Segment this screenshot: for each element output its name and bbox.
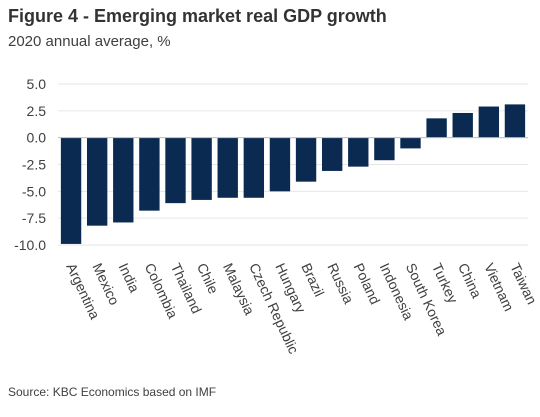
source-note: Source: KBC Economics based on IMF <box>8 385 217 399</box>
bar-south-korea <box>400 137 421 149</box>
bar-chile <box>191 137 212 200</box>
chart-subtitle: 2020 annual average, % <box>8 33 171 50</box>
category-labels: ArgentinaMexicoIndiaColombiaThailandChil… <box>63 261 540 357</box>
category-label: India <box>116 261 143 295</box>
bar-hungary <box>269 137 291 192</box>
bar-thailand <box>165 137 186 204</box>
category-label: Chile <box>194 261 222 297</box>
bar-india <box>113 137 134 223</box>
bar-brazil <box>295 137 317 182</box>
bars <box>60 104 526 244</box>
y-axis-ticks: 5.0 2.5 0.0 -2.5 -5.0 -7.5 -10.0 <box>14 76 46 253</box>
bar-vietnam <box>478 106 500 138</box>
bar-china <box>452 112 473 138</box>
bar-czech-republic <box>243 137 265 198</box>
chart-title: Figure 4 - Emerging market real GDP grow… <box>8 6 387 26</box>
y-tick-label: -7.5 <box>22 210 46 226</box>
y-tick-label: -10.0 <box>14 237 46 253</box>
y-tick-label: 5.0 <box>27 76 47 92</box>
bar-mexico <box>86 137 108 226</box>
bar-argentina <box>60 137 82 244</box>
bar-turkey <box>426 118 447 138</box>
y-tick-label: 0.0 <box>27 130 47 146</box>
bar-russia <box>321 137 343 171</box>
y-tick-label: -5.0 <box>22 183 46 199</box>
bar-colombia <box>139 137 160 211</box>
bar-chart: 5.0 2.5 0.0 -2.5 -5.0 -7.5 -10.0 ArgentinaMexi… <box>14 76 540 357</box>
bar-poland <box>348 137 369 167</box>
y-tick-label: 2.5 <box>27 103 47 119</box>
bar-malaysia <box>217 137 238 198</box>
y-tick-label: -2.5 <box>22 157 46 173</box>
bar-indonesia <box>374 137 395 161</box>
bar-taiwan <box>504 104 526 138</box>
